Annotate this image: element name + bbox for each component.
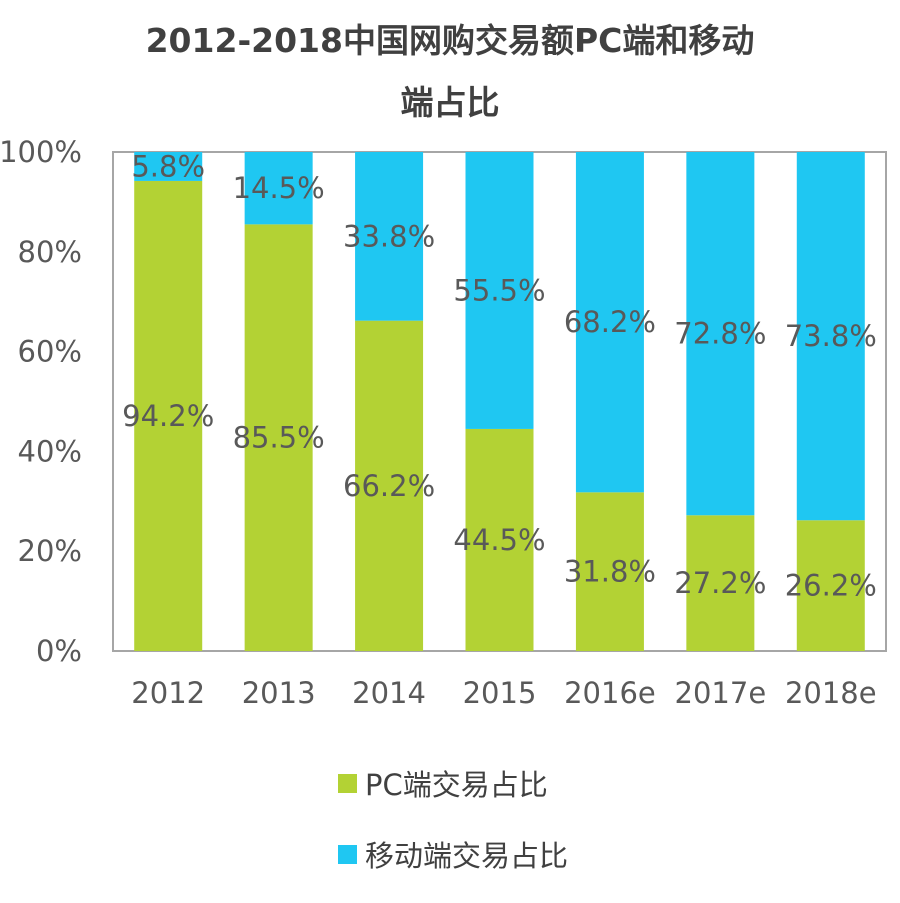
legend-swatch-mobile bbox=[338, 844, 357, 864]
legend-swatch-pc bbox=[338, 773, 357, 793]
bar-mobile bbox=[796, 152, 865, 521]
y-tick-label: 40% bbox=[18, 434, 82, 468]
data-label-pc: 26.2% bbox=[785, 569, 877, 603]
x-tick-label: 2017e bbox=[675, 676, 767, 710]
data-label-pc: 31.8% bbox=[564, 555, 656, 589]
chart-title-line-1: 2012-2018中国网购交易额PC端和移动 bbox=[145, 21, 755, 60]
bar-pc bbox=[355, 320, 424, 651]
bar-mobile bbox=[686, 152, 755, 516]
bar-mobile bbox=[465, 152, 534, 429]
data-label-mobile: 68.2% bbox=[564, 305, 656, 339]
x-tick-label: 2014 bbox=[352, 676, 426, 710]
chart-title-line-2: 端占比 bbox=[400, 83, 500, 122]
legend-item-mobile: 移动端交易占比 bbox=[338, 833, 568, 875]
bar-mobile bbox=[575, 152, 644, 493]
legend-item-pc: PC端交易占比 bbox=[338, 762, 548, 804]
bar-mobile bbox=[134, 152, 203, 181]
y-tick-label: 0% bbox=[36, 634, 82, 668]
data-label-pc: 85.5% bbox=[233, 421, 325, 455]
data-label-mobile: 73.8% bbox=[785, 319, 877, 353]
x-tick-label: 2012 bbox=[131, 676, 205, 710]
bar-pc bbox=[244, 224, 313, 652]
data-label-pc: 27.2% bbox=[674, 566, 766, 600]
y-tick-label: 80% bbox=[18, 235, 82, 269]
x-tick-label: 2015 bbox=[463, 676, 537, 710]
bar-pc bbox=[575, 492, 644, 651]
bar-pc bbox=[686, 515, 755, 651]
stacked-bar-chart: 0% 20% 40% 60% 80% 100% 94.2% 5.8% 85.5% 14.5% 66.… bbox=[0, 135, 887, 710]
legend-label-mobile: 移动端交易占比 bbox=[365, 839, 569, 873]
y-tick-label: 60% bbox=[18, 335, 82, 369]
bar-mobile bbox=[244, 152, 313, 225]
bar-mobile bbox=[355, 152, 424, 321]
x-tick-label: 2016e bbox=[564, 676, 656, 710]
bar-pc bbox=[134, 180, 203, 651]
data-label-pc: 66.2% bbox=[343, 469, 435, 503]
legend-label-pc: PC端交易占比 bbox=[365, 768, 548, 802]
bar-pc bbox=[796, 520, 865, 651]
x-tick-label: 2018e bbox=[785, 676, 877, 710]
data-label-mobile: 33.8% bbox=[343, 219, 435, 253]
data-label-mobile: 5.8% bbox=[131, 149, 205, 183]
bar-pc bbox=[465, 428, 534, 651]
y-tick-label: 20% bbox=[18, 534, 82, 568]
data-label-mobile: 55.5% bbox=[453, 273, 545, 307]
x-tick-label: 2013 bbox=[242, 676, 316, 710]
data-label-pc: 44.5% bbox=[453, 523, 545, 557]
data-label-mobile: 14.5% bbox=[233, 171, 325, 205]
y-tick-label: 100% bbox=[0, 135, 82, 169]
data-label-pc: 94.2% bbox=[122, 399, 214, 433]
data-label-mobile: 72.8% bbox=[674, 317, 766, 351]
